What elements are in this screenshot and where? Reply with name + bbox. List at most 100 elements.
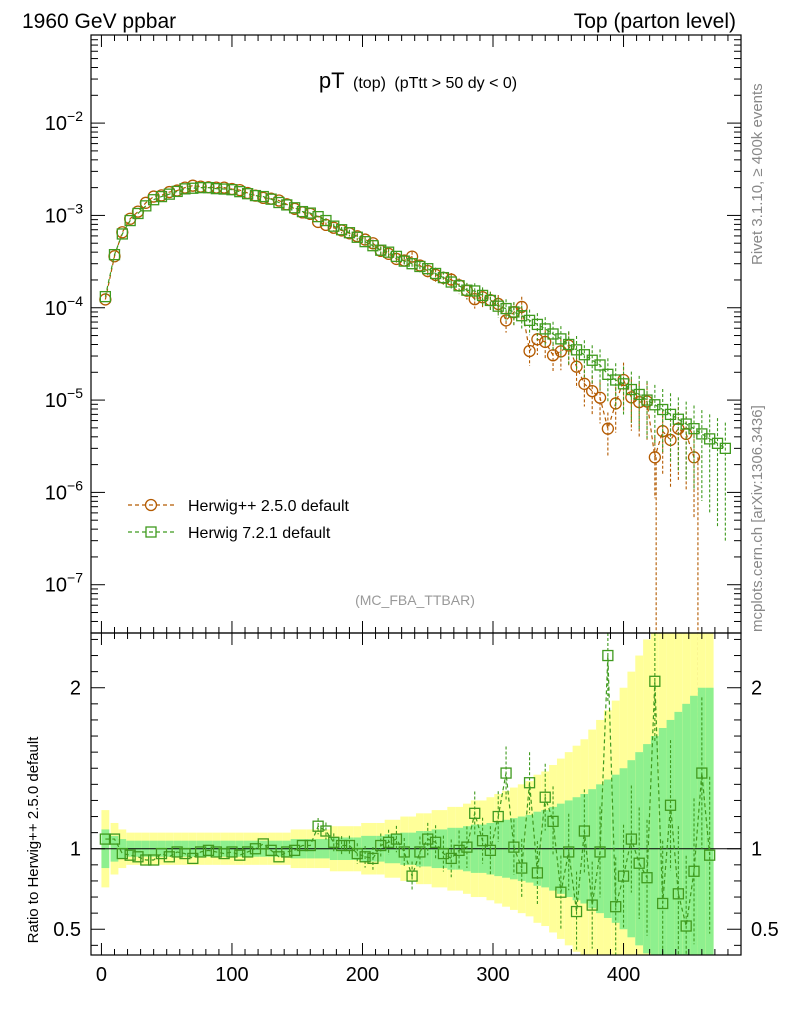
data-point-herwig7 — [312, 210, 324, 223]
ratio-point — [241, 846, 254, 858]
legend-marker-herwig7 — [145, 526, 157, 538]
plot-title-sub2: (pTtt > 50 dy < 0) — [394, 75, 517, 92]
ratio-point — [476, 835, 489, 847]
y-tick-label-ratio-left: 1 — [70, 839, 81, 861]
ratio-point — [602, 649, 614, 662]
data-point-herwig7 — [108, 248, 121, 261]
data-point-herwig7 — [429, 267, 442, 280]
ratio-point — [641, 872, 653, 884]
data-point-herwig7 — [148, 194, 160, 206]
ratio-point — [484, 844, 497, 856]
ratio-point — [367, 852, 379, 865]
ratio-point — [578, 825, 591, 837]
main-panel — [99, 179, 731, 955]
data-point-herwigpp — [586, 384, 599, 398]
data-point-herwig7 — [163, 188, 175, 200]
legend-label-herwigpp: Herwig++ 2.5.0 default — [188, 498, 350, 515]
ratio-point — [563, 846, 575, 858]
ratio-point — [218, 847, 230, 860]
ratio-point — [124, 849, 136, 861]
ratio-point — [500, 767, 512, 779]
analysis-tag: (MC_FBA_TTBAR) — [355, 592, 475, 608]
ratio-point — [625, 833, 638, 845]
data-point-herwig7 — [179, 183, 191, 195]
ratio-point — [696, 767, 708, 779]
data-point-herwigpp — [601, 422, 615, 435]
data-point-herwig7 — [328, 220, 340, 232]
ratio-band-inner — [650, 736, 659, 955]
data-point-herwig7 — [281, 199, 293, 211]
data-point-herwig7 — [234, 185, 246, 198]
ratio-point — [343, 839, 356, 852]
data-point-herwigpp — [648, 451, 662, 464]
ratio-point — [328, 836, 340, 848]
data-point-herwig7 — [719, 442, 731, 455]
data-point-herwig7 — [359, 235, 371, 248]
ratio-point — [187, 852, 199, 865]
data-point-herwigpp — [539, 335, 552, 349]
data-point-herwig7 — [187, 182, 199, 194]
plot-title-main: pT — [319, 68, 345, 93]
data-point-herwig7 — [484, 294, 497, 307]
legend-marker-herwigpp — [144, 498, 158, 512]
ratio-point — [586, 899, 598, 911]
data-point-herwig7 — [202, 181, 215, 194]
data-point-herwigpp — [546, 349, 560, 362]
ratio-point — [132, 851, 144, 863]
ratio-point — [617, 870, 630, 882]
header-right: Top (parton level) — [574, 10, 736, 33]
ratio-point — [664, 799, 677, 811]
ratio-point — [570, 905, 583, 918]
data-point-herwigpp — [523, 344, 536, 358]
data-point-herwig7 — [406, 258, 418, 270]
y-tick-label-main: 10−5 — [45, 385, 83, 412]
data-point-herwig7 — [218, 183, 230, 195]
ratio-point — [140, 854, 152, 866]
data-point-herwig7 — [602, 368, 614, 380]
data-point-herwig7 — [116, 228, 128, 240]
ratio-point — [523, 777, 536, 789]
ratio-point — [390, 833, 403, 845]
y-tick-label-ratio-left: 0.5 — [53, 919, 81, 941]
data-point-herwig7 — [398, 255, 410, 267]
y-tick-label-main: 10−6 — [45, 477, 83, 504]
data-point-herwig7 — [461, 284, 473, 296]
data-point-herwig7 — [610, 374, 622, 386]
ratio-point — [202, 844, 215, 856]
data-point-herwig7 — [492, 300, 504, 312]
ratio-point — [594, 846, 606, 858]
ratio-line — [105, 655, 711, 927]
ratio-point — [296, 839, 309, 852]
ratio-point — [320, 825, 332, 837]
data-point-herwig7 — [288, 202, 301, 214]
data-point-herwig7 — [132, 207, 144, 220]
ratio-point — [422, 833, 434, 845]
y-tick-label-main: 10−4 — [45, 293, 83, 320]
ratio-point — [492, 810, 504, 823]
rivet-label: Rivet 3.1.10, ≥ 400k events — [749, 83, 766, 265]
data-point-herwig7 — [155, 190, 168, 203]
ratio-point — [508, 841, 520, 853]
data-point-herwig7 — [226, 184, 238, 196]
ratio-point — [382, 836, 395, 848]
ratio-point — [171, 846, 183, 858]
ratio-point — [226, 846, 238, 858]
plot-title: pT (top) (pTtt > 50 dy < 0) — [319, 68, 517, 93]
ratio-point — [257, 838, 269, 850]
ratio-point — [351, 847, 363, 860]
ratio-point — [108, 833, 121, 845]
legend-entry-herwig7: Herwig 7.2.1 default — [128, 525, 331, 542]
data-point-herwig7 — [508, 306, 520, 318]
data-point-herwig7 — [99, 290, 112, 303]
ratio-point — [445, 852, 457, 865]
ratio-point — [649, 675, 661, 687]
ratio-point — [469, 807, 481, 819]
ratio-point — [531, 867, 544, 879]
ratio-frame — [90, 632, 742, 956]
ratio-point — [555, 886, 567, 898]
data-point-herwig7 — [304, 207, 316, 219]
data-point-herwig7 — [241, 188, 254, 200]
data-point-herwig7 — [265, 193, 277, 205]
series-line-2 — [104, 187, 726, 449]
data-point-herwig7 — [273, 196, 285, 209]
